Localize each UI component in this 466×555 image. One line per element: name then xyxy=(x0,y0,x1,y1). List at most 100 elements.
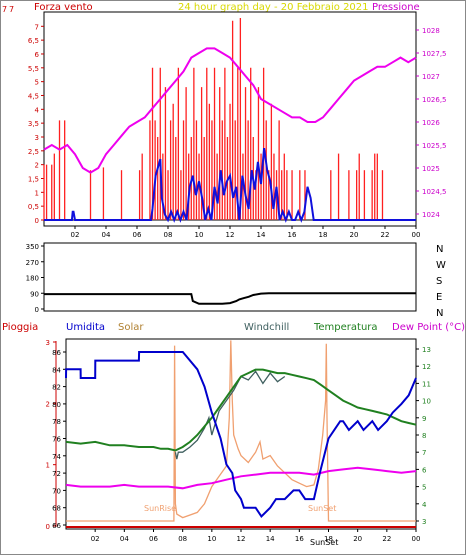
label-windchill: Windchill xyxy=(244,322,289,333)
pressure-y-tick-label: 1024,5 xyxy=(422,188,447,196)
sunset-axis-annotation: SunSet xyxy=(310,538,338,547)
humidity-y-tick-label: 80 xyxy=(52,401,61,409)
label-solar: Solar xyxy=(118,322,144,333)
temp-y-tick-label: 8 xyxy=(422,432,426,440)
pressure-y-tick-label: 1028 xyxy=(422,27,440,35)
humidity-y-tick-label: 70 xyxy=(52,487,61,495)
pressure-y-ticks: 1024 1024,5 1025 1025,5 1026 1026,5 1027 1027,5… xyxy=(416,27,447,219)
pressure-y-tick-label: 1025 xyxy=(422,165,440,173)
rain-y-tick-label: 3 xyxy=(46,339,50,347)
compass-label: W xyxy=(436,260,446,271)
wind-x-tick-label: 18 xyxy=(319,231,328,239)
wind-x-tick-label: 00 xyxy=(412,231,421,239)
temp-x-tick-label: 02 xyxy=(91,535,100,543)
wind-unit-marker-1: 7 xyxy=(2,5,7,14)
temp-x-tick-label: 10 xyxy=(207,535,216,543)
humidity-y-tick-label: 84 xyxy=(52,366,61,374)
mean-wind-line xyxy=(44,147,416,223)
pressure-y-tick-label: 1027 xyxy=(422,73,440,81)
compass-label: S xyxy=(436,276,442,287)
wind-y-tick-label: 3 xyxy=(35,134,39,142)
temp-y-tick-label: 13 xyxy=(422,346,431,354)
wind-axis-title: Forza vento xyxy=(34,2,93,13)
temperature-y-ticks: 3 4 5 6 7 8 9 10 11 12 13 xyxy=(416,346,431,526)
wind-y-tick-label: 1 xyxy=(35,189,39,197)
humidity-y-tick-label: 66 xyxy=(52,522,61,530)
wind-x-tick-label: 12 xyxy=(226,231,235,239)
sunrise-annotation: SunRise xyxy=(144,504,176,513)
direction-y-tick-label: 350 xyxy=(26,243,39,251)
rain-y-tick-label: 1 xyxy=(46,462,50,470)
humidity-y-tick-label: 76 xyxy=(52,436,61,444)
humidity-y-ticks: 66 68 70 72 74 76 78 80 82 84 86 xyxy=(52,349,66,530)
temp-y-tick-label: 9 xyxy=(422,415,426,423)
dewpoint-line xyxy=(65,466,417,490)
wind-y-tick-label: 5 xyxy=(35,79,39,87)
label-pioggia: Pioggia xyxy=(2,322,38,333)
temp-y-tick-label: 7 xyxy=(422,449,426,457)
direction-y-tick-label: 0 xyxy=(35,306,39,314)
wind-y-ticks: 0 0,5 1 1,5 2 2,5 3 3,5 4 4,5 5 5,5 6 6,5 7 xyxy=(28,23,44,225)
temperature-line xyxy=(65,368,417,452)
direction-y-ticks: 0 90 180 270 350 xyxy=(26,243,44,314)
direction-line xyxy=(44,292,416,305)
direction-y-tick-label: 90 xyxy=(30,290,39,298)
wind-y-tick-label: 2 xyxy=(35,162,39,170)
wind-x-tick-label: 04 xyxy=(102,231,111,239)
pressure-line xyxy=(43,47,417,174)
temp-x-tick-label: 04 xyxy=(120,535,129,543)
wind-y-tick-label: 0,5 xyxy=(28,203,39,211)
windchill-line xyxy=(174,370,286,460)
temp-y-tick-label: 11 xyxy=(422,380,431,388)
temp-x-tick-label: 14 xyxy=(266,535,275,543)
wind-y-tick-label: 0 xyxy=(35,217,39,225)
humidity-y-tick-label: 86 xyxy=(52,349,61,357)
direction-series-group xyxy=(44,292,416,305)
solar-line xyxy=(66,340,416,522)
temp-x-tick-label: 20 xyxy=(353,535,362,543)
temp-y-tick-label: 12 xyxy=(422,363,431,371)
label-umidita: Umidita xyxy=(66,322,105,333)
temp-y-tick-label: 6 xyxy=(422,466,427,474)
rain-axis-ticks: 0 1 2 3 xyxy=(46,339,56,531)
temp-x-tick-label: 08 xyxy=(178,535,187,543)
humidity-y-tick-label: 68 xyxy=(52,505,61,513)
temp-x-tick-label: 00 xyxy=(412,535,421,543)
pressure-y-tick-label: 1026 xyxy=(422,119,440,127)
wind-x-tick-label: 16 xyxy=(288,231,297,239)
compass-label: N xyxy=(436,308,443,319)
pressure-y-tick-label: 1024 xyxy=(422,211,440,219)
temp-x-tick-label: 06 xyxy=(149,535,158,543)
wind-x-ticks: 02 04 06 08 10 12 14 16 18 20 22 00 xyxy=(71,226,421,239)
temp-x-ticks: 02 04 06 08 10 12 14 16 18 20 22 00 xyxy=(91,529,421,543)
wind-series-group xyxy=(43,18,417,223)
chart-title: 24 hour graph day - 20 Febbraio 2021 xyxy=(178,2,369,13)
wind-x-tick-label: 14 xyxy=(257,231,266,239)
temp-x-tick-label: 16 xyxy=(295,535,304,543)
wind-x-tick-label: 22 xyxy=(381,231,390,239)
compass-label: E xyxy=(436,292,442,303)
temp-x-tick-label: 18 xyxy=(324,535,333,543)
wind-x-tick-label: 08 xyxy=(164,231,173,239)
wind-x-tick-label: 06 xyxy=(133,231,142,239)
wind-x-tick-label: 20 xyxy=(350,231,359,239)
pressure-y-tick-label: 1025,5 xyxy=(422,142,447,150)
wind-y-tick-label: 6,5 xyxy=(28,37,39,45)
wind-x-tick-label: 10 xyxy=(195,231,204,239)
humidity-y-tick-label: 82 xyxy=(52,384,61,392)
pressure-axis-title: Pressione xyxy=(372,2,420,13)
rain-y-tick-label: 0 xyxy=(46,523,50,531)
direction-plot-area xyxy=(43,242,417,312)
temp-y-tick-label: 10 xyxy=(422,398,431,406)
wind-y-tick-label: 4,5 xyxy=(28,92,39,100)
wind-x-tick-label: 02 xyxy=(71,231,80,239)
temp-y-tick-label: 4 xyxy=(422,501,427,509)
sunset-annotation: SunSet xyxy=(308,504,336,513)
wind-y-tick-label: 3,5 xyxy=(28,120,39,128)
label-dewpoint: Dew Point (°C) xyxy=(392,322,465,333)
pressure-y-tick-label: 1027,5 xyxy=(422,50,447,58)
rain-y-tick-label: 2 xyxy=(46,400,50,408)
wind-y-tick-label: 2,5 xyxy=(28,148,39,156)
temp-x-tick-label: 12 xyxy=(237,535,246,543)
